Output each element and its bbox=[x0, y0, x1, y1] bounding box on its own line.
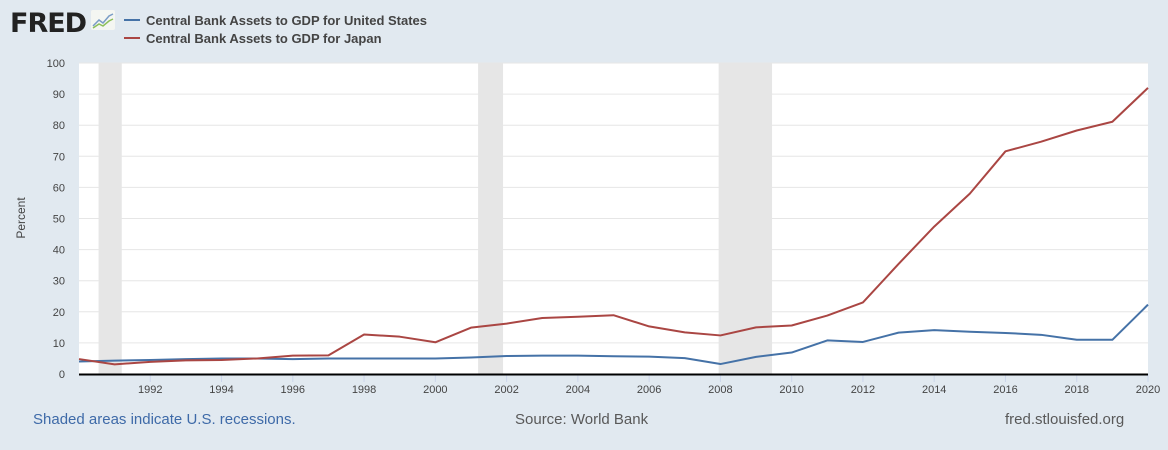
x-tick-label: 1998 bbox=[352, 384, 376, 396]
y-tick-label: 20 bbox=[53, 307, 65, 319]
legend: Central Bank Assets to GDP for United St… bbox=[124, 11, 427, 47]
x-tick-label: 2012 bbox=[851, 384, 875, 396]
x-tick-label: 2018 bbox=[1064, 384, 1088, 396]
x-tick-label: 2002 bbox=[494, 384, 518, 396]
legend-swatch bbox=[124, 19, 140, 21]
legend-item-us[interactable]: Central Bank Assets to GDP for United St… bbox=[124, 11, 427, 29]
y-tick-label: 0 bbox=[59, 369, 65, 381]
x-tick-label: 1994 bbox=[209, 384, 233, 396]
series-line-japan bbox=[78, 87, 1149, 366]
y-tick-label: 60 bbox=[53, 182, 65, 194]
line-chart: 0 10 20 30 40 50 60 70 80 90 100 1992 1994 1996 1998 20… bbox=[14, 58, 1160, 396]
legend-label: Central Bank Assets to GDP for Japan bbox=[146, 30, 382, 46]
legend-item-japan[interactable]: Central Bank Assets to GDP for Japan bbox=[124, 29, 427, 47]
x-tick-label: 1996 bbox=[281, 384, 305, 396]
x-tick-label: 1992 bbox=[138, 384, 162, 396]
y-tick-label: 50 bbox=[53, 214, 65, 226]
y-tick-label: 70 bbox=[53, 151, 65, 163]
y-axis-label: Percent bbox=[14, 197, 28, 239]
recession-note: Shaded areas indicate U.S. recessions. bbox=[33, 411, 296, 428]
chart-logo-icon bbox=[91, 10, 115, 30]
x-tick-label: 2000 bbox=[423, 384, 447, 396]
x-tick-label: 2008 bbox=[708, 384, 732, 396]
site-link[interactable]: fred.stlouisfed.org bbox=[1005, 411, 1125, 428]
x-tick-label: 2004 bbox=[566, 384, 590, 396]
y-tick-label: 30 bbox=[53, 276, 65, 288]
x-tick-label: 2016 bbox=[993, 384, 1017, 396]
y-tick-label: 80 bbox=[53, 120, 65, 132]
x-tick-label: 2010 bbox=[779, 384, 803, 396]
y-tick-label: 10 bbox=[53, 338, 65, 350]
legend-label: Central Bank Assets to GDP for United St… bbox=[146, 12, 428, 28]
y-tick-label: 90 bbox=[53, 89, 65, 101]
y-tick-label: 40 bbox=[53, 245, 65, 257]
y-tick-label: 100 bbox=[47, 58, 65, 70]
x-tick-label: 2014 bbox=[922, 384, 946, 396]
fred-logo[interactable]: FRED bbox=[10, 8, 87, 39]
x-tick-label: 2006 bbox=[637, 384, 661, 396]
source-text: Source: World Bank bbox=[515, 411, 649, 428]
x-tick-label: 2020 bbox=[1136, 384, 1160, 396]
legend-swatch bbox=[124, 37, 140, 39]
